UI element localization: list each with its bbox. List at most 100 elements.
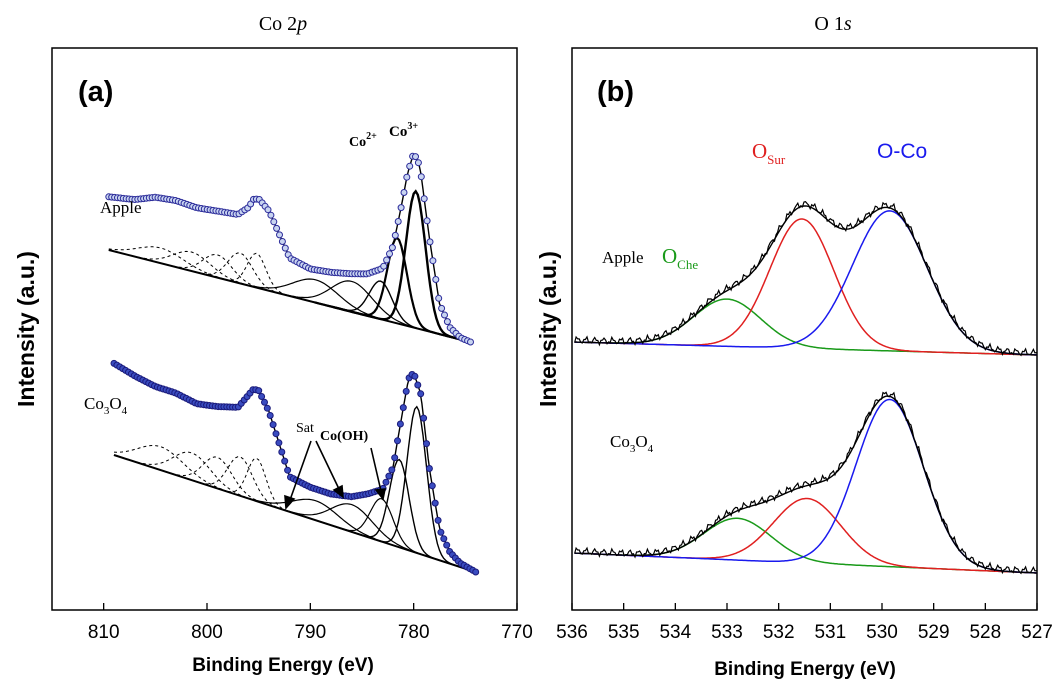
data-point — [421, 196, 427, 202]
data-point — [395, 438, 401, 444]
panel-b-x-tick-label: 535 — [608, 622, 640, 643]
data-point — [381, 263, 387, 269]
data-point — [432, 500, 438, 506]
data-point — [270, 422, 276, 428]
raw-spectrum-line — [575, 392, 1037, 573]
data-point — [415, 160, 421, 166]
panel-b-x-tick-label: 529 — [918, 622, 950, 643]
panel-a-co3o4-label: Co3O4 — [84, 394, 128, 417]
data-point — [433, 277, 439, 283]
panel-a-x-tick-label: 790 — [294, 622, 326, 643]
data-point — [436, 295, 442, 301]
panel-a-apple-spectrum — [106, 153, 474, 345]
panel-a-x-tick-label: 810 — [88, 622, 120, 643]
data-point — [285, 467, 291, 473]
panel-a-co3-annotation: Co3+ — [389, 121, 418, 140]
data-point — [404, 174, 410, 180]
data-point — [426, 466, 432, 472]
fitted-component-curve — [315, 238, 458, 339]
data-point — [435, 517, 441, 523]
fitted-component-curve — [298, 281, 441, 334]
panel-a-x-tick-label: 780 — [398, 622, 430, 643]
data-point — [392, 455, 398, 461]
panel-a-cooh-annotation: Co(OH) — [320, 429, 369, 444]
panel-a-y-axis-label: Intensity (a.u.) — [13, 251, 39, 407]
component-curve-oche — [575, 299, 1037, 355]
panel-b-x-ticks — [572, 603, 1037, 610]
data-point — [274, 225, 280, 231]
component-curve-osur — [575, 499, 1037, 574]
panel-a-apple-label: Apple — [100, 198, 142, 217]
panel-a-co3o4-spectrum — [111, 360, 479, 575]
fitted-component-curve — [299, 499, 442, 561]
panel-a-co2-annotation: Co2+ — [349, 131, 377, 150]
data-point — [264, 405, 270, 411]
data-point — [444, 319, 450, 325]
panel-a-x-tick-labels: 810 800 790 780 770 — [88, 622, 533, 643]
data-point — [277, 232, 283, 238]
panel-b-apple-spectrum — [575, 202, 1037, 356]
panel-b-title: O 1s — [814, 13, 851, 35]
fitted-component-curve — [269, 281, 412, 327]
panel-b-x-tick-label: 536 — [556, 622, 588, 643]
panel-a-x-tick-label: 800 — [191, 622, 223, 643]
envelope-fit-line — [575, 396, 1037, 573]
data-point — [268, 212, 274, 218]
data-point — [427, 239, 433, 245]
panel-b-x-tick-label: 528 — [969, 622, 1001, 643]
panel-b-x-tick-label: 533 — [711, 622, 743, 643]
data-point — [262, 399, 268, 405]
data-point — [384, 257, 390, 263]
data-point — [271, 219, 277, 225]
panel-b-y-axis-label: Intensity (a.u.) — [535, 251, 561, 407]
data-point — [279, 449, 285, 455]
data-point — [256, 388, 262, 394]
panel-b-x-tick-labels: 536 535 534 533 532 531 530 529 528 527 — [556, 622, 1053, 643]
satellite-component-curve — [114, 446, 254, 501]
data-point — [438, 529, 444, 535]
data-point — [282, 245, 288, 251]
panel-a-x-axis-label: Binding Energy (eV) — [192, 655, 374, 676]
panel-a-x-tick-label: 770 — [501, 622, 533, 643]
panel-b-co3o4-label: Co3O4 — [610, 432, 654, 455]
data-point — [421, 415, 427, 421]
panel-a-label: (a) — [78, 76, 113, 108]
component-curve-oche — [575, 518, 1037, 573]
panel-a-sat-arrows — [285, 441, 385, 508]
panel-b-x-axis-label: Binding Energy (eV) — [714, 659, 896, 679]
data-point — [441, 536, 447, 542]
component-curve-oco — [575, 211, 1037, 355]
data-point — [412, 373, 418, 379]
raw-spectrum-line — [575, 202, 1037, 356]
data-point — [389, 467, 395, 473]
data-point — [395, 219, 401, 225]
component-curve-osur — [575, 219, 1037, 355]
panel-b-x-tick-label: 532 — [763, 622, 795, 643]
panel-b-x-tick-label: 530 — [866, 622, 898, 643]
data-point — [397, 421, 403, 427]
panel-b-co3o4-spectrum — [575, 392, 1037, 573]
data-point — [392, 232, 398, 238]
panel-b-osur-label: OSur — [752, 139, 786, 167]
data-point — [400, 405, 406, 411]
panel-b-x-tick-label: 527 — [1021, 622, 1053, 643]
panel-b-x-tick-label: 531 — [814, 622, 846, 643]
data-point — [439, 305, 445, 311]
panel-b-label: (b) — [597, 76, 634, 108]
panel-b-ochem-label: OChe — [662, 244, 698, 272]
panel-b-plot-frame — [572, 48, 1037, 610]
data-point — [424, 441, 430, 447]
data-point — [415, 382, 421, 388]
data-point — [267, 413, 273, 419]
data-point — [442, 312, 448, 318]
data-point — [430, 258, 436, 264]
data-point — [473, 569, 479, 575]
data-point — [386, 473, 392, 479]
panel-a-sat-annotation: Sat — [296, 421, 314, 436]
panel-b-oco-label: O-Co — [877, 140, 927, 163]
panel-b-apple-label: Apple — [602, 248, 644, 267]
data-point — [413, 154, 419, 160]
data-point — [273, 431, 279, 437]
data-point — [468, 339, 474, 345]
